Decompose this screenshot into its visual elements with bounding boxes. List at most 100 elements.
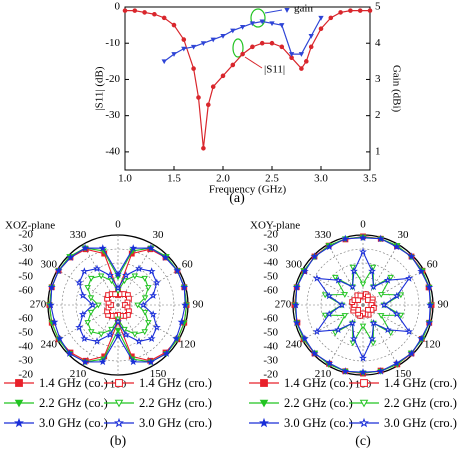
data-point bbox=[84, 285, 91, 291]
r-tick-label: -40 bbox=[18, 257, 33, 269]
data-point bbox=[191, 66, 196, 71]
data-point bbox=[122, 330, 130, 339]
data-point bbox=[162, 349, 171, 357]
x-tick-label: 2.5 bbox=[265, 173, 279, 185]
r-tick-label: -40 bbox=[263, 257, 278, 269]
data-point bbox=[349, 264, 357, 271]
y-tick-label: 0 bbox=[115, 1, 121, 13]
data-point bbox=[55, 334, 64, 342]
data-point bbox=[98, 244, 107, 252]
data-point bbox=[249, 21, 256, 27]
r-tick-label: -30 bbox=[263, 243, 278, 255]
data-point bbox=[350, 334, 358, 343]
data-point bbox=[122, 271, 130, 279]
data-point bbox=[359, 247, 367, 256]
data-point bbox=[300, 267, 309, 275]
r-tick-label: -20 bbox=[18, 229, 33, 241]
r-tick-label: -60 bbox=[18, 313, 33, 325]
theta-tick-label: 330 bbox=[315, 229, 332, 241]
data-point bbox=[196, 95, 201, 100]
data-point bbox=[325, 359, 334, 367]
data-point bbox=[332, 274, 339, 281]
data-point bbox=[47, 283, 56, 291]
data-point bbox=[106, 330, 114, 339]
data-point bbox=[357, 292, 364, 299]
data-point bbox=[376, 367, 385, 375]
data-point bbox=[397, 312, 405, 319]
theta-tick-label: 30 bbox=[153, 229, 165, 241]
data-point bbox=[341, 292, 349, 298]
r-tick-label: -30 bbox=[263, 355, 278, 367]
data-point bbox=[318, 26, 324, 32]
theta-tick-label: 240 bbox=[40, 339, 57, 351]
data-point bbox=[392, 359, 401, 367]
data-point bbox=[122, 8, 128, 13]
data-point bbox=[181, 46, 187, 52]
data-point bbox=[88, 329, 95, 336]
data-point bbox=[201, 145, 206, 151]
data-point bbox=[161, 15, 167, 21]
data-point bbox=[135, 337, 143, 345]
theta-tick-label: 270 bbox=[30, 299, 47, 311]
data-point bbox=[310, 252, 319, 260]
data-point bbox=[97, 273, 105, 280]
legend-marker bbox=[259, 399, 269, 408]
data-point bbox=[230, 28, 236, 34]
series-label: |S11| bbox=[264, 64, 285, 76]
data-point bbox=[367, 8, 373, 13]
data-point bbox=[348, 282, 357, 291]
legend-marker bbox=[284, 8, 290, 13]
y2-axis-label: Gain (dBi) bbox=[390, 65, 402, 113]
data-point bbox=[350, 267, 358, 275]
data-point bbox=[147, 334, 156, 342]
data-point bbox=[369, 264, 377, 271]
data-point bbox=[171, 52, 177, 57]
y2-tick-label: 3 bbox=[375, 73, 381, 85]
data-point bbox=[134, 302, 141, 309]
r-tick-label: -60 bbox=[18, 285, 33, 297]
data-point bbox=[114, 327, 122, 334]
data-point bbox=[84, 320, 91, 326]
data-point bbox=[348, 319, 357, 327]
data-point bbox=[383, 325, 392, 334]
data-point bbox=[173, 266, 182, 275]
plot-frame bbox=[124, 6, 371, 171]
data-point bbox=[269, 21, 275, 27]
data-point bbox=[78, 310, 87, 318]
data-point bbox=[387, 274, 394, 281]
legend-marker bbox=[14, 399, 24, 408]
data-point bbox=[131, 331, 139, 338]
data-point bbox=[181, 300, 190, 309]
data-point bbox=[318, 15, 324, 21]
r-tick-label: -20 bbox=[18, 369, 33, 381]
legend-label: 3.0 GHz (cro.) bbox=[384, 416, 457, 430]
data-point bbox=[310, 349, 319, 357]
data-point bbox=[145, 285, 152, 291]
data-point bbox=[141, 295, 149, 302]
x-axis-label: Frequency (GHz) bbox=[209, 184, 287, 196]
data-point bbox=[338, 10, 343, 15]
data-point bbox=[369, 340, 377, 347]
data-point bbox=[114, 317, 122, 326]
data-point bbox=[141, 329, 148, 336]
data-point bbox=[172, 334, 181, 342]
y2-tick-label: 4 bbox=[375, 37, 381, 49]
y-tick-label: -20 bbox=[105, 73, 120, 85]
data-point bbox=[240, 51, 245, 57]
caption: (c) bbox=[355, 434, 371, 449]
data-point bbox=[135, 264, 143, 272]
data-point bbox=[54, 266, 63, 275]
data-point bbox=[114, 284, 122, 292]
data-point bbox=[87, 295, 95, 302]
theta-tick-label: 330 bbox=[70, 229, 87, 241]
data-point bbox=[80, 267, 89, 275]
legend-marker bbox=[114, 417, 124, 428]
data-point bbox=[98, 357, 107, 366]
r-tick-label: -60 bbox=[263, 313, 278, 325]
data-point bbox=[132, 8, 138, 13]
data-point bbox=[376, 234, 385, 243]
data-point bbox=[259, 19, 265, 25]
data-point bbox=[75, 278, 84, 286]
data-point bbox=[269, 40, 275, 46]
data-point bbox=[220, 34, 226, 39]
